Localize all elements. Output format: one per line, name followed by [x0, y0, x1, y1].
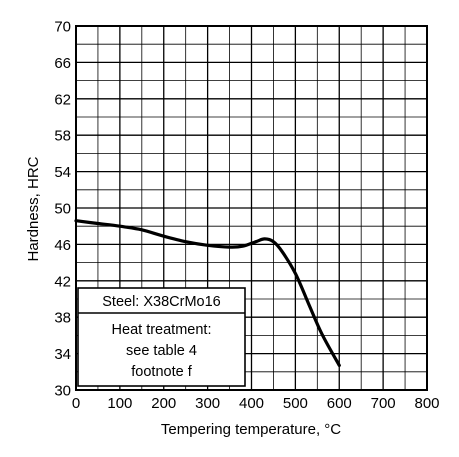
x-tick-label: 100	[107, 395, 132, 412]
y-tick-label: 42	[54, 273, 71, 290]
treatment-line-1: Heat treatment:	[112, 322, 212, 338]
y-tick-label: 34	[54, 346, 71, 363]
y-tick-label: 62	[54, 91, 71, 108]
y-tick-label: 38	[54, 310, 71, 327]
x-tick-label: 400	[239, 395, 264, 412]
x-tick-label: 0	[72, 395, 80, 412]
y-tick-label: 46	[54, 237, 71, 254]
y-tick-label: 66	[54, 55, 71, 72]
plot-frame	[75, 25, 428, 391]
y-axis-label: Hardness, HRC	[25, 156, 42, 261]
y-tick-label: 58	[54, 128, 71, 145]
x-tick-labels: 0 100 200 300 400 500 600 700 800	[72, 395, 440, 412]
x-tick-label: 700	[371, 395, 396, 412]
y-tick-label: 70	[54, 19, 71, 36]
y-tick-label: 54	[54, 164, 71, 181]
x-axis-label: Tempering temperature, °C	[161, 421, 341, 438]
hardness-curve	[74, 219, 341, 367]
x-tick-label: 300	[195, 395, 220, 412]
x-tick-label: 800	[414, 395, 439, 412]
x-tick-label: 200	[151, 395, 176, 412]
y-tick-label: 30	[54, 383, 71, 400]
x-tick-label: 500	[283, 395, 308, 412]
annotation-box: Steel: X38CrMo16 Heat treatment: see tab…	[77, 287, 246, 387]
y-tick-labels: 30 34 38 42 46 50 54 58 62 66 70	[54, 19, 71, 400]
x-tick-label: 600	[327, 395, 352, 412]
treatment-line-3: footnote f	[131, 364, 192, 380]
treatment-line-2: see table 4	[126, 343, 197, 359]
y-tick-label: 50	[54, 201, 71, 218]
steel-label: Steel: X38CrMo16	[102, 294, 220, 310]
